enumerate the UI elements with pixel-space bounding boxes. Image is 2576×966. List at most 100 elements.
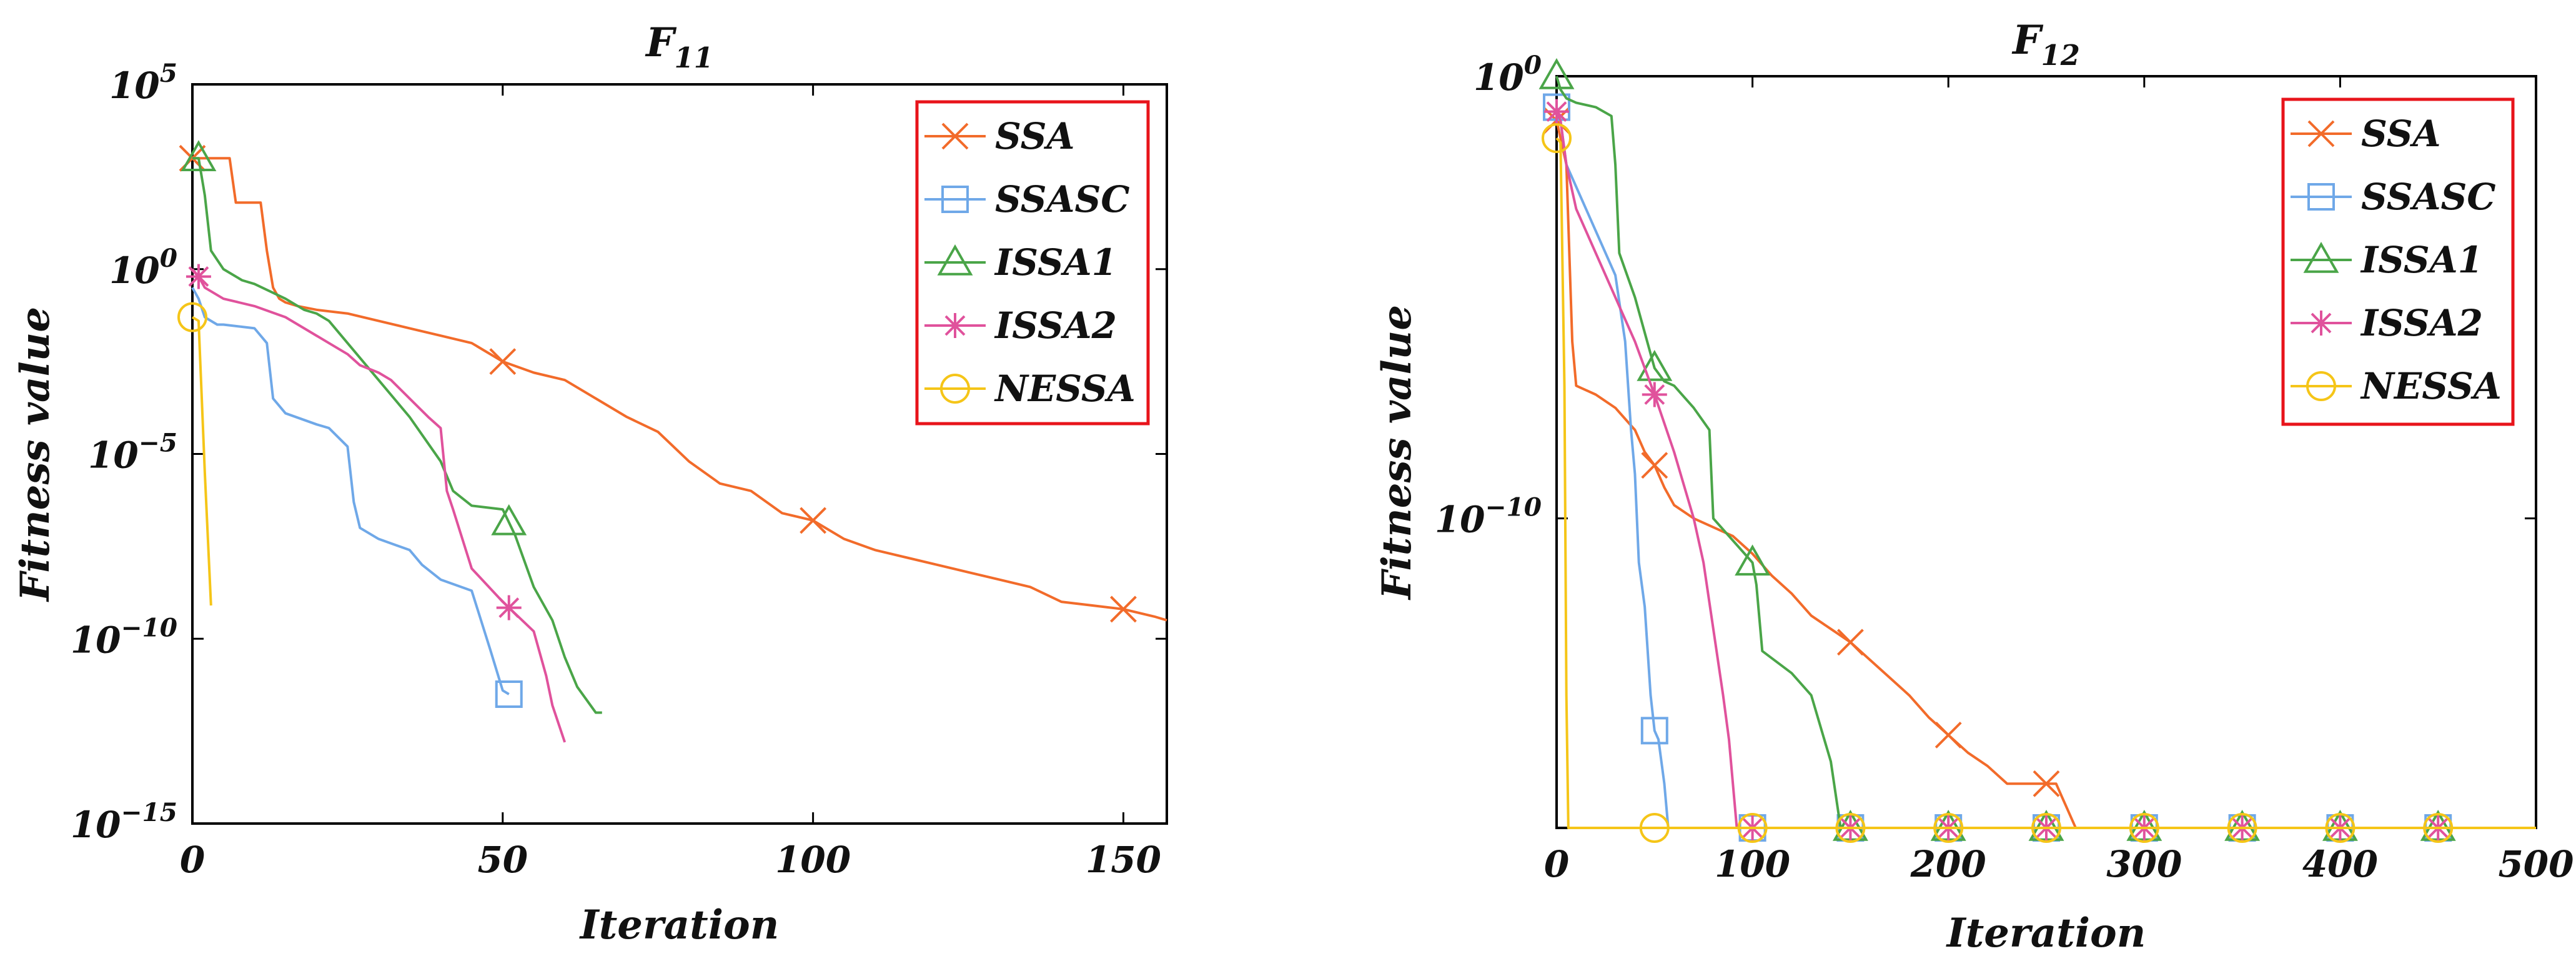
series-marker-issa2 [496,595,522,620]
series-marker-nessa [2227,813,2257,843]
x-tick-label: 150 [1086,839,1161,881]
series-marker-ssa [489,348,517,376]
marker-stroke [188,266,209,287]
x-tick-label: 0 [180,839,205,881]
series-marker-issa1 [1637,350,1673,381]
x-tick-label: 400 [2302,843,2378,885]
series-marker-ssa [800,507,827,534]
marker-stroke [1546,101,1567,122]
series-line-nessa [191,316,212,606]
legend: SSA SSASC ISSA1 ISSA2 NESSA [915,100,1150,426]
series-marker-nessa [1737,813,1768,843]
legend-label-nessa: NESSA [2360,365,2502,407]
series-marker-issa1 [491,504,527,535]
series-marker-ssa [2033,770,2060,797]
y-tick-label: 100 [109,243,177,292]
legend-label-issa2: ISSA2 [994,304,1117,347]
x-tick-label: 100 [1715,843,1790,885]
y-tick-label: 10−5 [88,428,177,477]
series-marker-nessa [2423,813,2454,843]
marker-stroke [1110,595,1137,623]
legend-marker-ssa [941,122,969,150]
legend-marker-nessa [940,374,970,404]
series-marker-nessa [1639,813,1670,843]
marker-stroke [2311,312,2332,334]
legend-label-ssa: SSA [2361,112,2441,155]
legend-marker-issa1 [937,244,973,276]
marker-stroke [800,507,827,534]
x-tick-label: 0 [1544,843,1569,885]
marker-stroke [1641,452,1668,479]
series-marker-ssasc [495,680,523,708]
legend-label-issa2: ISSA2 [2360,302,2483,344]
series-line-ssasc [191,287,510,695]
legend: SSA SSASC ISSA1 ISSA2 NESSA [2281,97,2515,426]
series-marker-ssasc [1640,717,1668,745]
legend-marker-issa1 [2303,241,2339,273]
x-axis-label: Iteration [1946,910,2146,957]
series-marker-nessa [1542,123,1572,154]
y-axis-label: Fitness value [12,307,59,602]
legend-label-issa1: ISSA1 [2360,239,2483,281]
series-marker-nessa [1835,813,1866,843]
series-marker-ssa [1836,629,1864,656]
legend-marker-ssasc [2307,183,2335,211]
series-line-ssa [192,157,1167,622]
series-group [1538,57,2536,843]
legend-marker-issa2 [2309,311,2334,336]
legend-marker-ssa [2307,120,2335,147]
series-marker-nessa [2031,813,2061,843]
x-tick-label: 300 [2106,843,2182,885]
series-marker-issa1 [1735,544,1771,576]
series-marker-ssa [1934,721,1962,749]
y-tick-label: 10−10 [1435,492,1542,541]
legend-label-issa1: ISSA1 [994,241,1117,284]
chart-title: F12 [2011,17,2080,72]
series-marker-nessa [2129,813,2159,843]
legend-label-ssa: SSA [995,115,1075,157]
series-line-issa1 [192,157,602,714]
y-tick-label: 100 [1474,50,1542,99]
legend-label-ssasc: SSASC [995,178,1130,221]
legend-marker-issa2 [943,313,968,338]
y-tick-label: 105 [109,58,177,107]
legend-marker-nessa [2306,371,2336,401]
series-marker-nessa [2325,813,2356,843]
chart-title: F11 [645,19,713,74]
series-marker-issa1 [181,140,217,172]
x-tick-label: 500 [2498,843,2574,885]
marker-stroke [1644,384,1665,405]
x-tick-label: 100 [775,839,851,881]
series-marker-issa1 [1538,57,1575,89]
series-marker-ssa [1641,452,1668,479]
series-group [177,140,1167,743]
chart-1: 0 50 100 150 105 100 10−5 10−10 10−15 F11 Iteratio… [12,19,1168,949]
marker-stroke [941,122,969,150]
series-marker-issa2 [1544,99,1569,124]
series-marker-nessa [177,302,207,332]
marker-stroke [1934,721,1962,749]
chart-2: 0 100 200 300 400 500 100 10−10 F12 Iteration Fitn… [1374,17,2574,957]
series-marker-ssa [1110,595,1137,623]
legend-frame [2281,97,2515,426]
legend-label-nessa: NESSA [994,367,1136,410]
marker-stroke [498,597,520,618]
x-tick-label: 200 [1910,843,1986,885]
marker-stroke [2307,120,2335,147]
marker-stroke [1836,629,1864,656]
marker-stroke [2033,770,2060,797]
series-marker-nessa [1933,813,1964,843]
series-marker-issa2 [186,264,211,289]
x-axis-label: Iteration [579,902,780,949]
y-tick-label: 10−10 [71,612,177,661]
y-tick-label: 10−15 [71,797,177,846]
y-axis-label: Fitness value [1374,305,1420,600]
marker-stroke [489,348,517,376]
legend-marker-ssasc [941,186,969,213]
series-marker-issa2 [1642,382,1667,407]
marker-stroke [944,315,966,336]
x-tick-label: 50 [477,839,528,881]
legend-label-ssasc: SSASC [2361,176,2496,218]
series-line-nessa [1555,137,2536,829]
